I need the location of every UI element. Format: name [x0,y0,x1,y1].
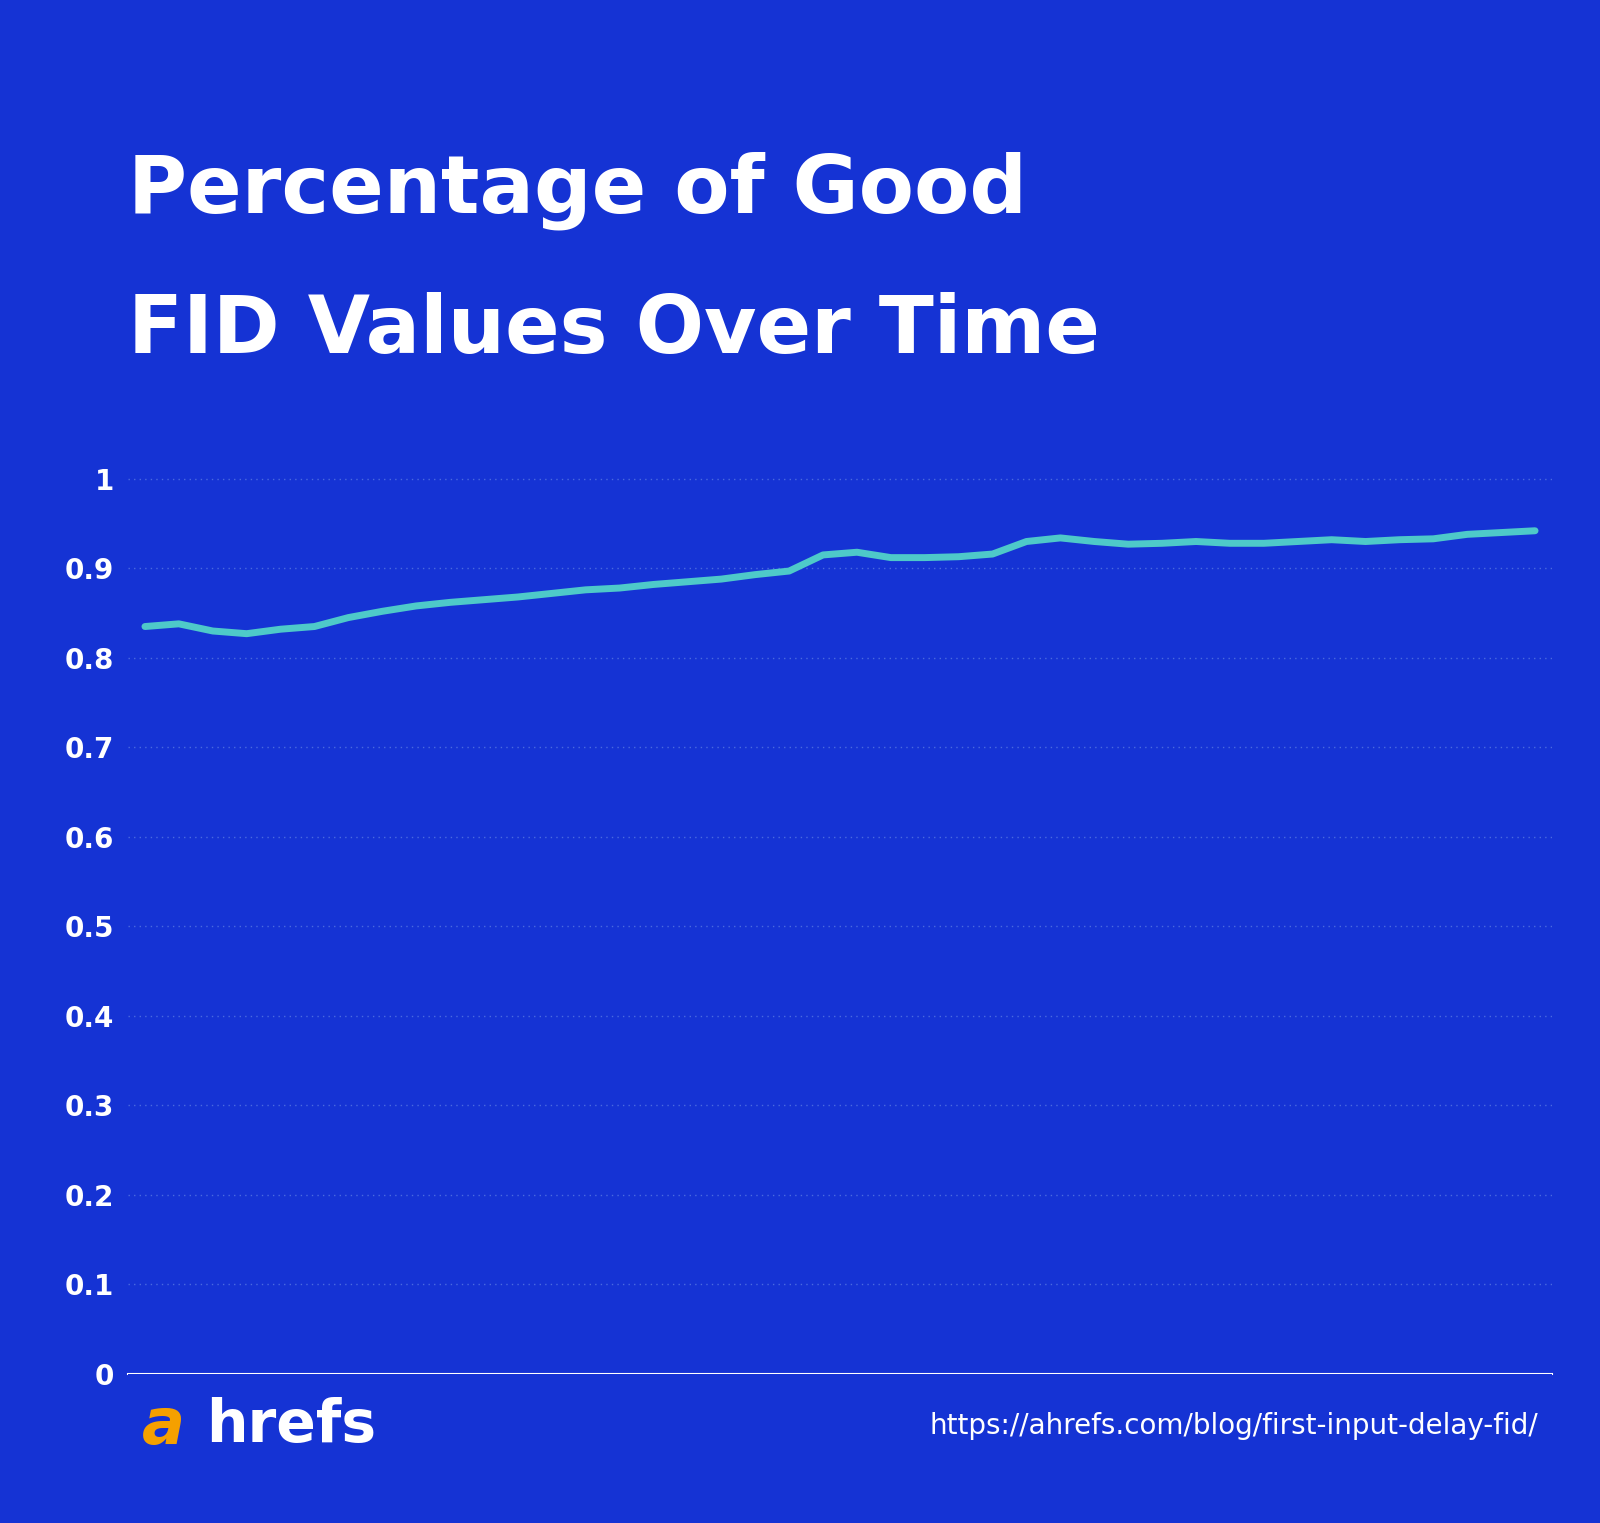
Text: hrefs: hrefs [206,1397,376,1454]
Text: a: a [142,1395,186,1456]
Text: Percentage of Good: Percentage of Good [128,152,1027,230]
Text: https://ahrefs.com/blog/first-input-delay-fid/: https://ahrefs.com/blog/first-input-dela… [930,1412,1538,1439]
Text: FID Values Over Time: FID Values Over Time [128,292,1099,370]
